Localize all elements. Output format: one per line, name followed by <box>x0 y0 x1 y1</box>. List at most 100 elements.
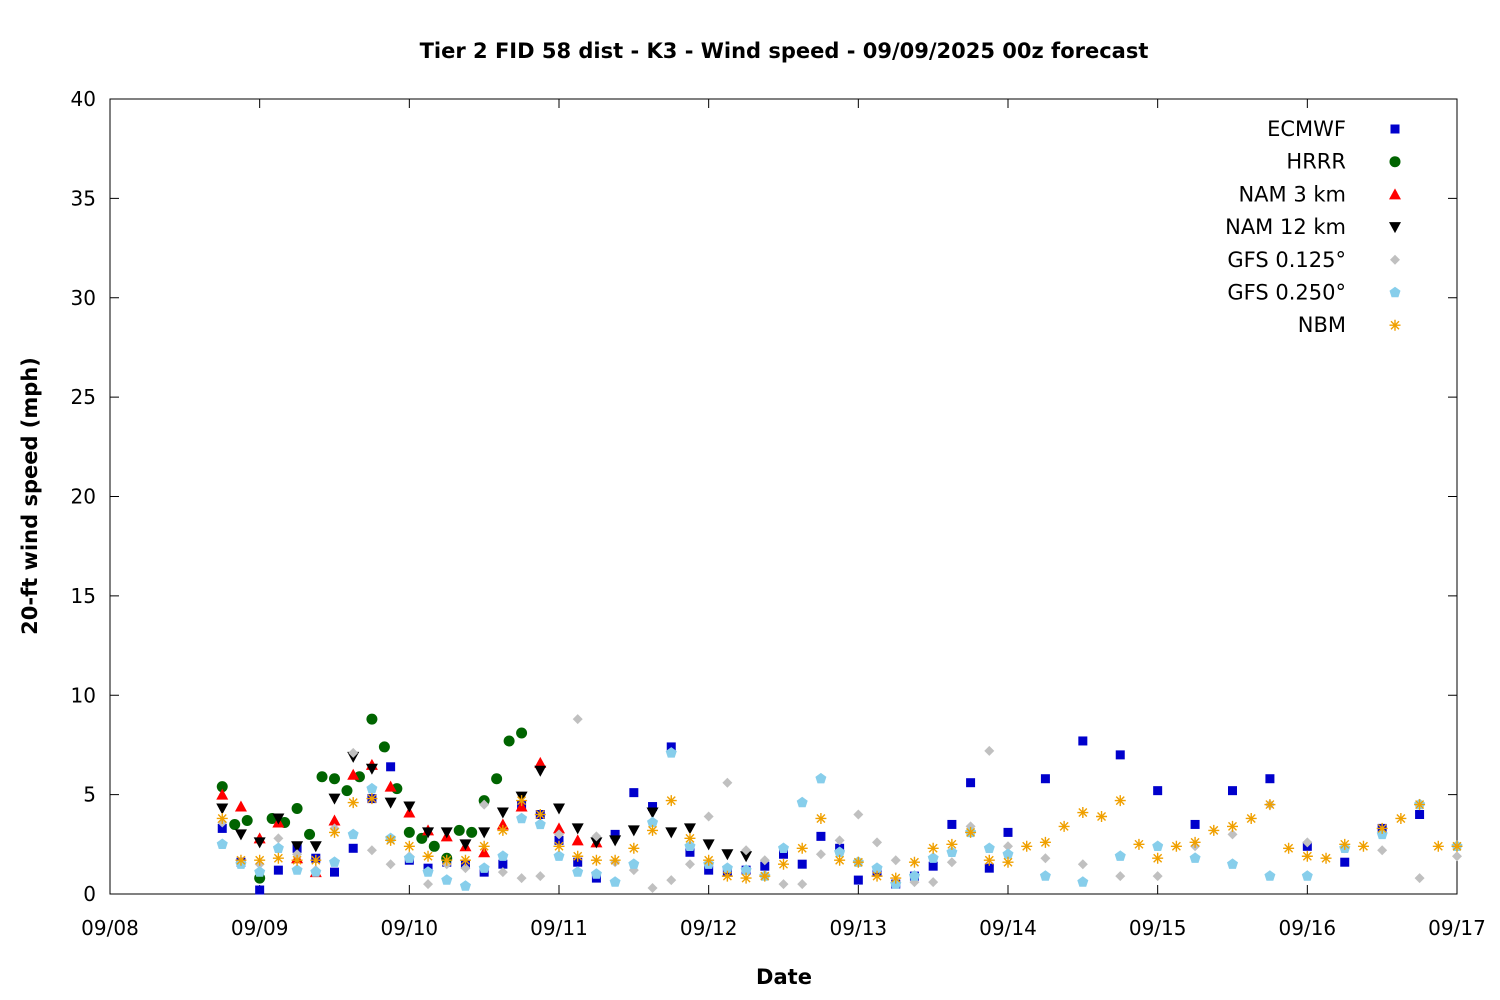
data-point <box>441 854 453 866</box>
data-point <box>1002 848 1014 859</box>
data-point <box>516 873 527 884</box>
y-tick-label: 15 <box>71 584 96 608</box>
x-tick-label: 09/13 <box>830 916 888 940</box>
data-point <box>503 735 515 747</box>
data-point <box>1039 836 1051 848</box>
data-point <box>1339 838 1351 850</box>
data-point <box>1115 871 1126 882</box>
data-point <box>273 833 284 844</box>
data-point <box>1152 871 1163 882</box>
data-point <box>329 856 340 867</box>
x-axis-label: Date <box>756 965 812 989</box>
x-tick-label: 09/11 <box>530 916 588 940</box>
data-point <box>403 852 415 863</box>
data-point <box>316 771 328 783</box>
data-point <box>1078 736 1088 746</box>
data-point <box>1228 786 1237 796</box>
x-tick-label: 09/16 <box>1279 916 1337 940</box>
data-point <box>759 855 770 866</box>
data-point <box>683 823 696 835</box>
data-point <box>1227 858 1238 869</box>
data-point <box>385 834 397 846</box>
data-point <box>329 826 340 838</box>
data-point <box>740 864 752 875</box>
data-point <box>1264 870 1276 881</box>
data-point <box>366 782 378 794</box>
data-point <box>1077 876 1089 887</box>
data-point <box>796 842 808 854</box>
data-point <box>871 862 883 873</box>
data-point <box>453 824 465 836</box>
data-point <box>459 854 471 866</box>
data-point <box>535 871 546 882</box>
y-tick-label: 10 <box>71 683 96 707</box>
data-point <box>684 859 695 870</box>
data-point <box>1414 873 1425 884</box>
data-point <box>479 799 490 810</box>
data-point <box>927 842 939 854</box>
data-point <box>491 773 503 785</box>
data-point <box>459 880 471 891</box>
data-point <box>834 846 846 857</box>
data-point <box>1039 870 1051 881</box>
data-point <box>872 837 883 848</box>
data-point <box>291 854 303 866</box>
data-point <box>1189 836 1201 848</box>
data-point <box>928 877 939 888</box>
x-tick-label: 09/08 <box>81 916 139 940</box>
data-point <box>403 826 415 838</box>
data-point <box>428 840 440 852</box>
y-tick-label: 35 <box>71 186 96 210</box>
data-point <box>853 875 863 885</box>
data-point <box>1301 870 1313 881</box>
data-point <box>760 861 770 871</box>
data-point <box>217 823 227 833</box>
legend-label: NBM <box>1298 313 1346 337</box>
data-point <box>441 874 453 885</box>
data-point <box>422 850 434 862</box>
data-point <box>797 879 808 890</box>
data-point <box>216 803 229 815</box>
data-point <box>779 849 788 859</box>
data-point <box>553 822 565 834</box>
data-point <box>1115 750 1125 760</box>
data-point <box>1376 822 1388 834</box>
data-point <box>234 800 247 812</box>
series-layer <box>216 713 1463 895</box>
legend-marker <box>1389 286 1401 298</box>
data-point <box>534 756 547 768</box>
data-point <box>946 846 958 857</box>
data-point <box>341 785 353 797</box>
data-point <box>348 747 359 758</box>
data-point <box>534 818 546 830</box>
data-point <box>1432 840 1444 852</box>
data-point <box>1245 812 1257 824</box>
data-point <box>1452 851 1462 862</box>
data-point <box>1190 819 1200 829</box>
data-point <box>1077 807 1089 819</box>
data-point <box>685 847 695 857</box>
data-point <box>609 876 621 887</box>
data-point <box>947 819 957 829</box>
data-point <box>403 840 415 852</box>
data-point <box>1002 856 1014 868</box>
data-point <box>852 856 864 868</box>
data-point <box>647 824 659 836</box>
data-point <box>966 778 976 788</box>
data-point <box>590 837 603 849</box>
data-point <box>571 834 584 846</box>
data-point <box>927 852 939 863</box>
data-point <box>984 745 995 756</box>
data-point <box>329 773 340 785</box>
data-point <box>740 872 752 884</box>
data-point <box>466 826 478 838</box>
data-point <box>684 832 696 844</box>
data-point <box>347 828 359 840</box>
data-point <box>590 854 602 866</box>
data-point <box>590 868 602 879</box>
data-point <box>416 832 428 844</box>
data-point <box>778 842 789 853</box>
data-point <box>291 803 303 815</box>
data-point <box>241 814 253 826</box>
data-point <box>834 835 845 846</box>
